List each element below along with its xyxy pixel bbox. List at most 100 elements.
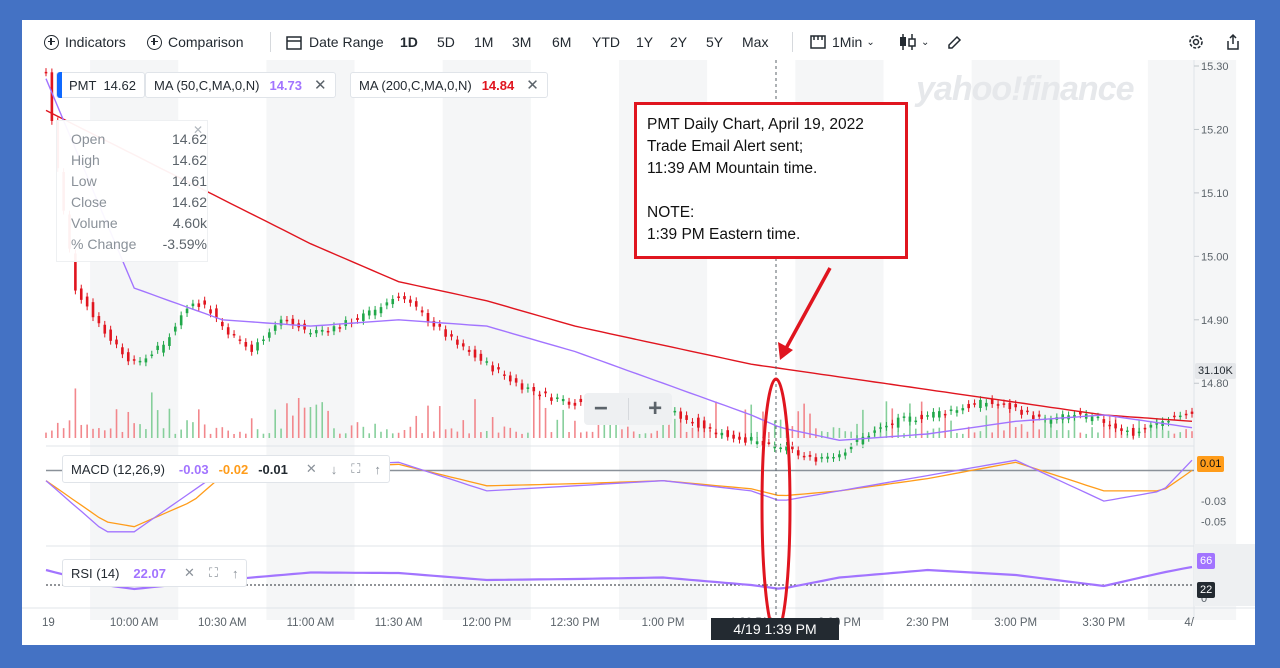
volume-bar — [1003, 430, 1005, 438]
candle-body — [103, 324, 107, 334]
volume-bar — [585, 431, 588, 438]
candle-body — [843, 452, 847, 456]
candle-body — [115, 339, 118, 345]
plus-circle-icon — [147, 34, 162, 50]
ma50-value: 14.73 — [269, 77, 303, 93]
rsi-label: RSI (14) — [71, 565, 120, 581]
date-range-button[interactable]: Date Range — [286, 32, 384, 52]
range-tab-1d[interactable]: 1D — [400, 34, 418, 50]
session-band — [442, 60, 531, 620]
volume-bar — [180, 429, 182, 438]
candle-body — [1178, 415, 1182, 418]
zoom-in-button[interactable]: + — [648, 395, 663, 422]
candle-body — [720, 432, 724, 436]
candle-body — [467, 349, 471, 352]
share-button[interactable] — [1224, 32, 1242, 52]
settings-button[interactable] — [1187, 32, 1205, 52]
interval-icon — [810, 35, 826, 49]
candle-body — [708, 427, 712, 429]
candle-body — [920, 414, 923, 420]
volume-bar — [286, 403, 288, 438]
volume-bar — [245, 433, 247, 438]
candle-body — [755, 441, 759, 445]
candle-body — [50, 72, 54, 121]
volume-bar — [256, 429, 259, 438]
candle-body — [1120, 428, 1123, 431]
expand-icon[interactable]: ⛶ — [351, 461, 361, 476]
volume-bar — [856, 423, 858, 438]
volume-label: Volume — [71, 215, 118, 231]
volume-bar — [391, 433, 394, 438]
candle-body — [579, 398, 583, 403]
volume-bar — [209, 433, 212, 438]
macd-legend[interactable]: MACD (12,26,9) -0.03 -0.02 -0.01 ✕ ↓ ⛶ ↑ — [62, 455, 390, 483]
range-tab-max[interactable]: Max — [742, 34, 769, 50]
comparison-button[interactable]: Comparison — [147, 32, 243, 52]
range-tab-5d[interactable]: 5D — [437, 34, 455, 50]
volume-bar — [962, 433, 964, 438]
expand-icon[interactable]: ⛶ — [208, 565, 218, 580]
chart-type-dropdown[interactable]: ⌄ — [898, 32, 929, 52]
candle-body — [391, 298, 395, 305]
candle-body — [356, 317, 359, 321]
candle-body — [173, 326, 177, 332]
candle-body — [497, 367, 500, 370]
pencil-icon — [948, 35, 962, 49]
candle-body — [338, 327, 342, 329]
candle-body — [796, 450, 800, 456]
close-icon[interactable]: ✕ — [526, 77, 539, 94]
volume-bar — [967, 426, 970, 438]
ma50-line — [45, 78, 1193, 442]
candle-body — [144, 358, 148, 363]
close-icon[interactable]: ✕ — [314, 77, 327, 94]
volume-bar — [474, 399, 476, 438]
close-icon[interactable]: ✕ — [192, 123, 203, 137]
candle-body — [191, 303, 195, 307]
volume-bar — [150, 392, 153, 438]
indicators-button[interactable]: Indicators — [44, 32, 126, 52]
range-tab-1y[interactable]: 1Y — [636, 34, 654, 50]
candle-body — [726, 430, 730, 437]
candle-body — [1143, 427, 1147, 430]
volume-bar — [685, 431, 688, 438]
ma50-legend[interactable]: MA (50,C,MA,0,N) 14.73 ✕ — [145, 72, 336, 98]
candle-body — [262, 339, 265, 342]
candle-body — [426, 313, 430, 323]
volume-bar — [103, 430, 106, 438]
candle-body — [767, 442, 771, 444]
range-tab-ytd[interactable]: YTD — [592, 34, 620, 50]
close-icon[interactable]: ✕ — [305, 461, 317, 476]
note-line: Trade Email Alert sent; — [647, 138, 804, 155]
arrow-down-icon[interactable]: ↓ — [330, 461, 338, 477]
volume-bar — [1150, 431, 1152, 438]
annotation-note: PMT Daily Chart, April 19, 2022 Trade Em… — [634, 102, 908, 259]
volume-bar — [803, 403, 805, 438]
volume-bar — [403, 430, 406, 438]
rsi-legend[interactable]: RSI (14) 22.07 ✕ ⛶ ↑ — [62, 559, 248, 587]
candle-body — [1037, 414, 1041, 417]
candle-body — [802, 455, 806, 458]
volume-bar — [1061, 416, 1064, 438]
zoom-out-button[interactable]: − — [593, 395, 608, 422]
range-tab-2y[interactable]: 2Y — [670, 34, 688, 50]
range-tab-5y[interactable]: 5Y — [706, 34, 724, 50]
volume-bar — [497, 432, 500, 438]
ma200-legend[interactable]: MA (200,C,MA,0,N) 14.84 ✕ — [350, 72, 548, 98]
volume-bar — [609, 424, 611, 438]
volume-bar — [750, 404, 753, 438]
candle-body — [1184, 413, 1188, 416]
candle-body — [285, 319, 289, 322]
interval-dropdown[interactable]: 1Min ⌄ — [810, 32, 875, 52]
symbol-legend[interactable]: PMT 14.62 — [56, 72, 145, 98]
arrow-up-icon[interactable]: ↑ — [231, 565, 239, 581]
volume-bar — [1103, 420, 1105, 438]
range-tab-6m[interactable]: 6M — [552, 34, 572, 50]
volume-bar — [773, 420, 776, 438]
arrow-up-icon[interactable]: ↑ — [374, 461, 381, 477]
range-tab-1m[interactable]: 1M — [474, 34, 494, 50]
close-icon[interactable]: ✕ — [183, 565, 195, 580]
candle-body — [385, 302, 389, 306]
range-tab-3m[interactable]: 3M — [512, 34, 532, 50]
draw-tool-button[interactable] — [946, 32, 963, 52]
volume-bar — [145, 429, 147, 438]
